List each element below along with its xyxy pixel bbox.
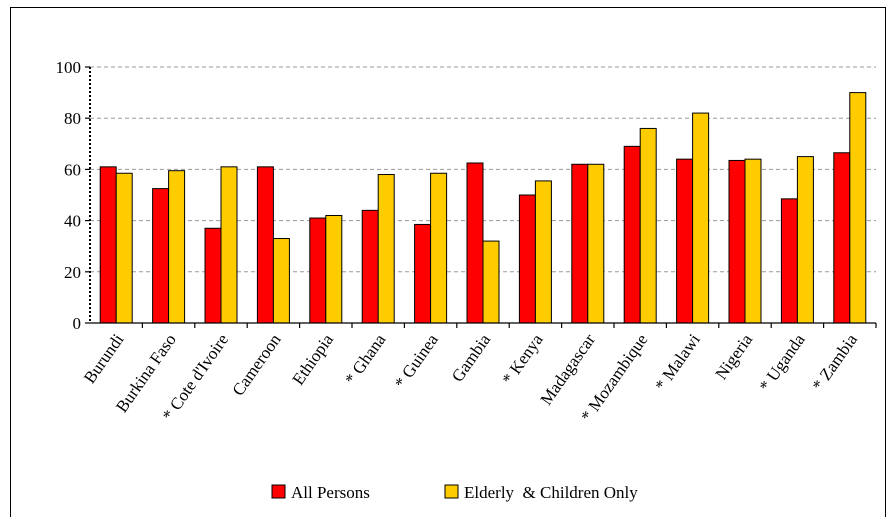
- bar-elderly-children-4: [325, 214, 343, 324]
- bar-elderly-children-0: [115, 172, 133, 324]
- bar-elderly-children-13: [796, 156, 814, 324]
- bar-elderly-children-5: [377, 174, 395, 324]
- bar-all-persons-4: [309, 217, 327, 324]
- bar-elderly-children-6: [430, 172, 448, 324]
- bar-elderly-children-12: [744, 158, 762, 324]
- category-label: Burundi: [80, 330, 128, 387]
- y-tick-labels: 0 20 40 60 80 100: [56, 58, 82, 333]
- bar-elderly-children-7: [482, 240, 500, 324]
- bar-elderly-children-9: [587, 163, 605, 324]
- category-label: Gambia: [448, 330, 495, 385]
- bar-elderly-children-8: [534, 180, 552, 324]
- legend-swatch-1: [444, 484, 459, 499]
- bar-all-persons-2: [204, 227, 222, 324]
- category-label: * Malawi: [651, 330, 704, 394]
- category-label: * Ghana: [341, 330, 390, 388]
- bar-elderly-children-2: [220, 166, 238, 324]
- category-label: Ethiopia: [288, 330, 337, 388]
- category-label: * Uganda: [755, 330, 808, 395]
- bar-all-persons-5: [361, 209, 379, 324]
- legend-swatch-0: [271, 484, 286, 499]
- bar-all-persons-7: [466, 162, 484, 324]
- y-tick-label: 40: [64, 212, 81, 231]
- y-tick-label: 20: [64, 263, 81, 282]
- legend: All Persons Elderly & Children Only: [271, 483, 638, 502]
- axes: [85, 66, 877, 328]
- legend-label-0: All Persons: [291, 483, 370, 502]
- y-tick-label: 0: [73, 314, 82, 333]
- bar-all-persons-8: [518, 194, 536, 324]
- bar-elderly-children-14: [849, 92, 867, 324]
- chart-frame: [10, 7, 886, 517]
- bars: [99, 92, 867, 324]
- bar-all-persons-0: [99, 166, 117, 324]
- category-label: Cameroon: [228, 330, 284, 399]
- bar-all-persons-1: [152, 188, 170, 324]
- category-label: Nigeria: [711, 330, 756, 383]
- bar-all-persons-12: [728, 159, 746, 324]
- legend-label-1: Elderly & Children Only: [464, 483, 638, 502]
- category-label: * Guinea: [391, 330, 442, 392]
- bar-all-persons-6: [414, 223, 432, 324]
- bar-elderly-children-1: [168, 170, 186, 324]
- y-tick-label: 60: [64, 160, 81, 179]
- bar-all-persons-9: [571, 163, 589, 324]
- bar-elderly-children-11: [692, 112, 710, 324]
- bar-all-persons-13: [780, 198, 798, 324]
- bar-all-persons-14: [833, 152, 851, 324]
- y-tick-label: 100: [56, 58, 82, 77]
- category-label: * Kenya: [498, 330, 547, 388]
- bar-elderly-children-10: [639, 127, 657, 324]
- bar-all-persons-10: [623, 145, 641, 324]
- bar-all-persons-11: [676, 158, 694, 324]
- bar-all-persons-3: [256, 166, 274, 324]
- bar-elderly-children-3: [272, 238, 290, 324]
- y-tick-label: 80: [64, 109, 81, 128]
- category-label: * Zambia: [808, 330, 861, 394]
